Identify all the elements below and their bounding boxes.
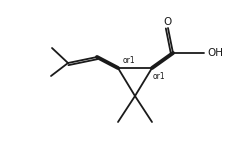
Text: or1: or1 [123, 56, 136, 65]
Text: O: O [163, 17, 171, 27]
Text: or1: or1 [153, 72, 166, 81]
Text: OH: OH [207, 48, 223, 58]
